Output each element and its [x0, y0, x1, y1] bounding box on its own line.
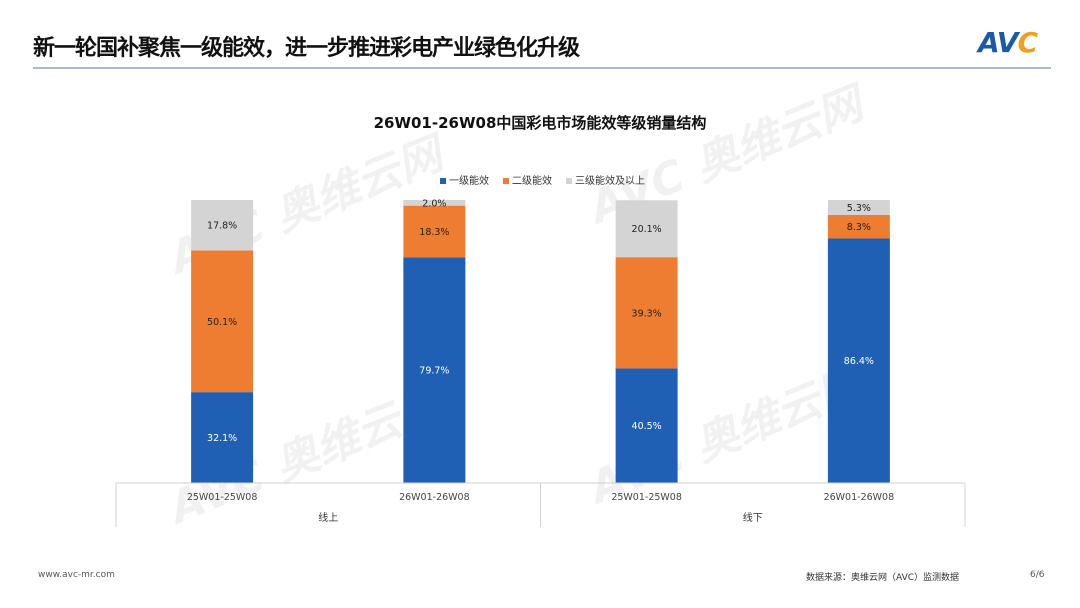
bar-segment — [827, 214, 890, 239]
data-label: 17.8% — [207, 221, 237, 232]
bar-segment — [827, 238, 890, 483]
bar-segment — [403, 200, 466, 206]
data-label: 20.1% — [632, 224, 662, 235]
bar-segment — [191, 250, 254, 393]
data-label: 5.3% — [847, 203, 871, 214]
website: www.avc-mr.com — [38, 570, 115, 580]
legend-item: 二级能效 — [503, 172, 552, 187]
legend-item: 一级能效 — [440, 172, 489, 187]
title-divider — [33, 67, 1051, 69]
page-title: 新一轮国补聚焦一级能效，进一步推进彩电产业绿色化升级 — [33, 36, 580, 61]
data-label: 39.3% — [632, 308, 662, 319]
bar-segment — [403, 257, 466, 483]
bar-segment — [615, 200, 678, 258]
page-number: 6/6 — [1030, 570, 1045, 580]
data-label: 40.5% — [632, 421, 662, 432]
bar-segment — [615, 368, 678, 483]
data-label: 79.7% — [419, 366, 449, 377]
avc-logo: AVC — [978, 26, 1038, 59]
bar-segment — [403, 205, 466, 258]
x-tick-label: 25W01-25W08 — [187, 492, 258, 503]
bar-segment — [191, 392, 254, 483]
chart-title: 26W01-26W08中国彩电市场能效等级销量结构 — [373, 114, 707, 132]
data-label: 18.3% — [419, 227, 449, 238]
group-label: 线下 — [743, 511, 763, 524]
data-source: 数据来源：奥维云网（AVC）监测数据 — [806, 573, 960, 583]
data-label: 86.4% — [844, 356, 874, 367]
data-label: 32.1% — [207, 433, 237, 444]
bar-segment — [827, 200, 890, 215]
bar-segment — [191, 200, 254, 251]
x-tick-label: 26W01-26W08 — [824, 492, 895, 503]
group-label: 线上 — [318, 511, 338, 524]
data-label: 2.0% — [422, 198, 446, 209]
bar-segment — [615, 257, 678, 369]
legend: 一级能效 二级能效 三级能效及以上 — [440, 172, 645, 187]
legend-item: 三级能效及以上 — [566, 172, 645, 187]
x-tick-label: 26W01-26W08 — [399, 492, 470, 503]
x-tick-label: 25W01-25W08 — [611, 492, 682, 503]
data-label: 50.1% — [207, 317, 237, 328]
data-label: 8.3% — [847, 222, 871, 233]
